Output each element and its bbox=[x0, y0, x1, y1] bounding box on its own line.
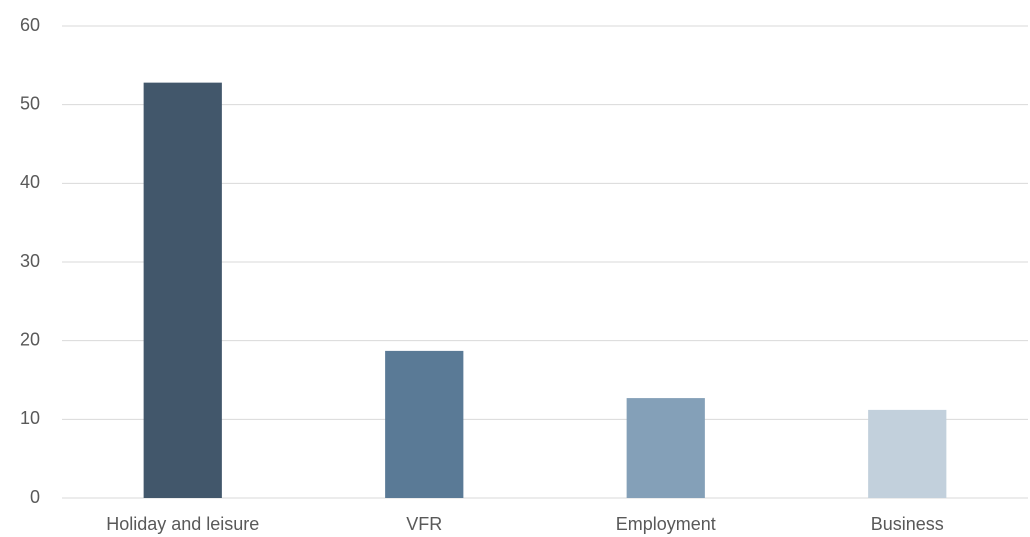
bar bbox=[143, 82, 222, 498]
bar bbox=[385, 350, 464, 498]
x-tick-label: Employment bbox=[616, 514, 716, 534]
bar bbox=[868, 409, 947, 498]
x-tick-label: Holiday and leisure bbox=[106, 514, 259, 534]
y-tick-label: 0 bbox=[30, 487, 40, 507]
y-tick-label: 50 bbox=[20, 93, 40, 113]
y-tick-label: 20 bbox=[20, 329, 40, 349]
bar bbox=[626, 398, 705, 498]
y-tick-label: 10 bbox=[20, 408, 40, 428]
x-tick-label: VFR bbox=[406, 514, 442, 534]
y-tick-label: 40 bbox=[20, 172, 40, 192]
y-tick-label: 60 bbox=[20, 15, 40, 35]
y-tick-label: 30 bbox=[20, 251, 40, 271]
x-tick-label: Business bbox=[871, 514, 944, 534]
